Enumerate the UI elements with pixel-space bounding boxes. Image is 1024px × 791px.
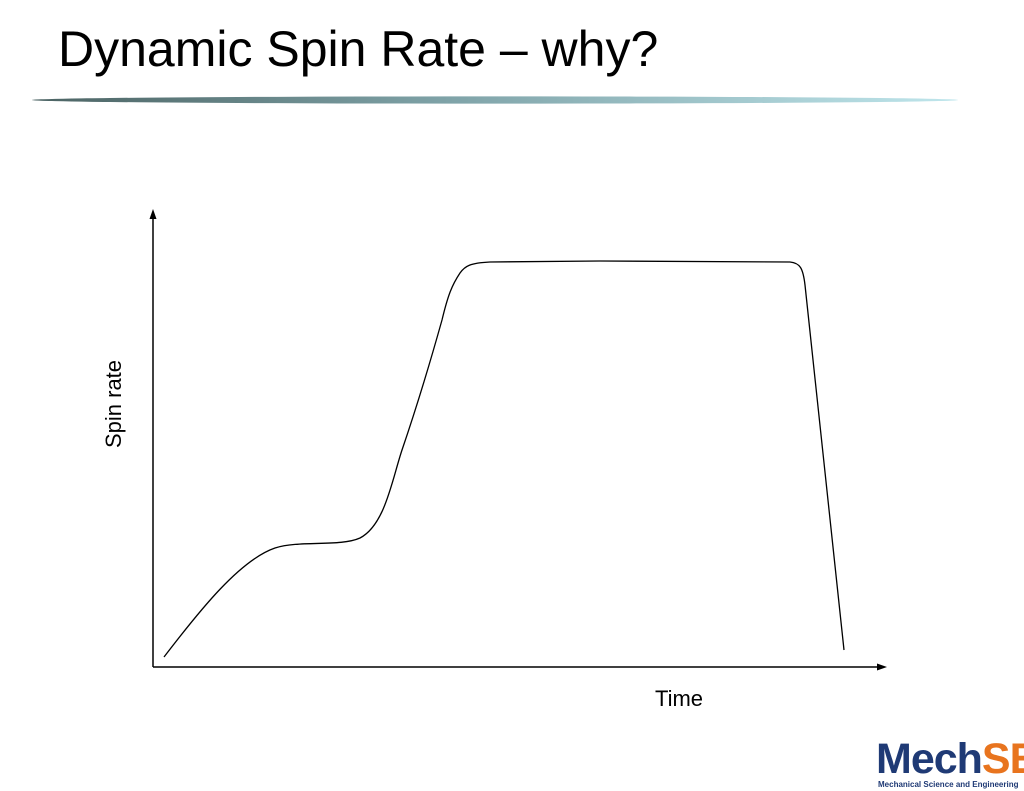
x-axis-arrowhead (877, 663, 887, 671)
logo-se-text: SE (981, 735, 1024, 783)
spin-rate-curve (163, 260, 845, 658)
logo-wordmark: MechSE (876, 738, 1024, 781)
title-divider (32, 96, 958, 104)
y-axis-arrowhead (149, 209, 157, 219)
slide-title: Dynamic Spin Rate – why? (58, 21, 659, 77)
mechse-logo: MechSE Mechanical Science and Engineerin… (876, 738, 1024, 791)
logo-subtitle: Mechanical Science and Engineering (878, 780, 1019, 789)
x-axis-label: Time (655, 686, 703, 711)
logo-mech-text: Mech (876, 735, 983, 783)
y-axis-label: Spin rate (101, 360, 126, 448)
